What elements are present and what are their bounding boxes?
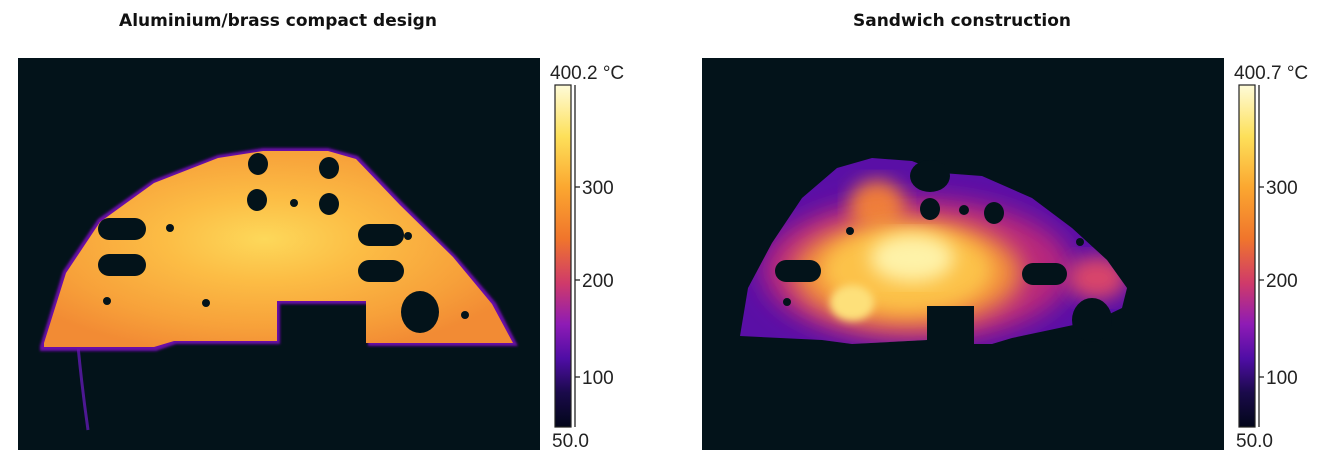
hole <box>1076 238 1084 246</box>
colorbar-tick-label: 300 <box>1266 178 1298 199</box>
slot <box>98 218 146 240</box>
colorbar-gradient <box>1238 84 1256 428</box>
left-panel-title: Aluminium/brass compact design <box>119 11 437 31</box>
slot <box>358 224 404 246</box>
colorbar-right: 400.7 °C 300 200 100 50.0 <box>1234 63 1308 450</box>
hole <box>247 189 267 211</box>
plate-holes <box>775 160 1112 342</box>
colorbar-left: 400.2 °C 300 200 100 50.0 <box>550 63 624 450</box>
edge-notch <box>910 160 950 192</box>
hole <box>248 153 268 175</box>
plate-holes <box>98 153 469 333</box>
hole <box>920 198 940 220</box>
hole <box>984 202 1004 224</box>
colorbar-gradient <box>554 84 572 428</box>
hole <box>461 311 469 319</box>
right-panel-title: Sandwich construction <box>852 11 1072 31</box>
hole <box>404 232 412 240</box>
colorbar-tick-label: 200 <box>1266 271 1298 292</box>
heat-zone <box>1067 256 1127 300</box>
heat-hotspot <box>830 285 874 321</box>
hole <box>290 199 298 207</box>
colorbar-max-label: 400.7 °C <box>1234 63 1308 84</box>
colorbar-tick-label: 200 <box>582 271 614 292</box>
colorbar-tick-label: 100 <box>1266 368 1298 389</box>
colorbar-tick-label: 300 <box>582 178 614 199</box>
hole <box>166 224 174 232</box>
hole <box>959 205 969 215</box>
colorbar-max-label: 400.2 °C <box>550 63 624 84</box>
slot <box>358 260 404 282</box>
hole <box>783 298 791 306</box>
thermal-image-aluminium-brass <box>18 58 540 450</box>
colorbar-min-label: 50.0 <box>1236 431 1273 450</box>
slot <box>1022 263 1067 285</box>
hole <box>319 157 339 179</box>
slot <box>98 254 146 276</box>
hole <box>401 291 439 333</box>
plate-body <box>44 151 513 347</box>
hole <box>103 297 111 305</box>
slot <box>775 260 821 282</box>
colorbar-tick-label: 100 <box>582 368 614 389</box>
heat-hotspot <box>870 234 954 282</box>
hole <box>202 299 210 307</box>
wire-trace <box>76 345 90 431</box>
hole <box>319 193 339 215</box>
colorbar-min-label: 50.0 <box>552 431 589 450</box>
hole <box>846 227 854 235</box>
thermal-image-sandwich <box>702 58 1224 450</box>
hole <box>1072 298 1112 342</box>
